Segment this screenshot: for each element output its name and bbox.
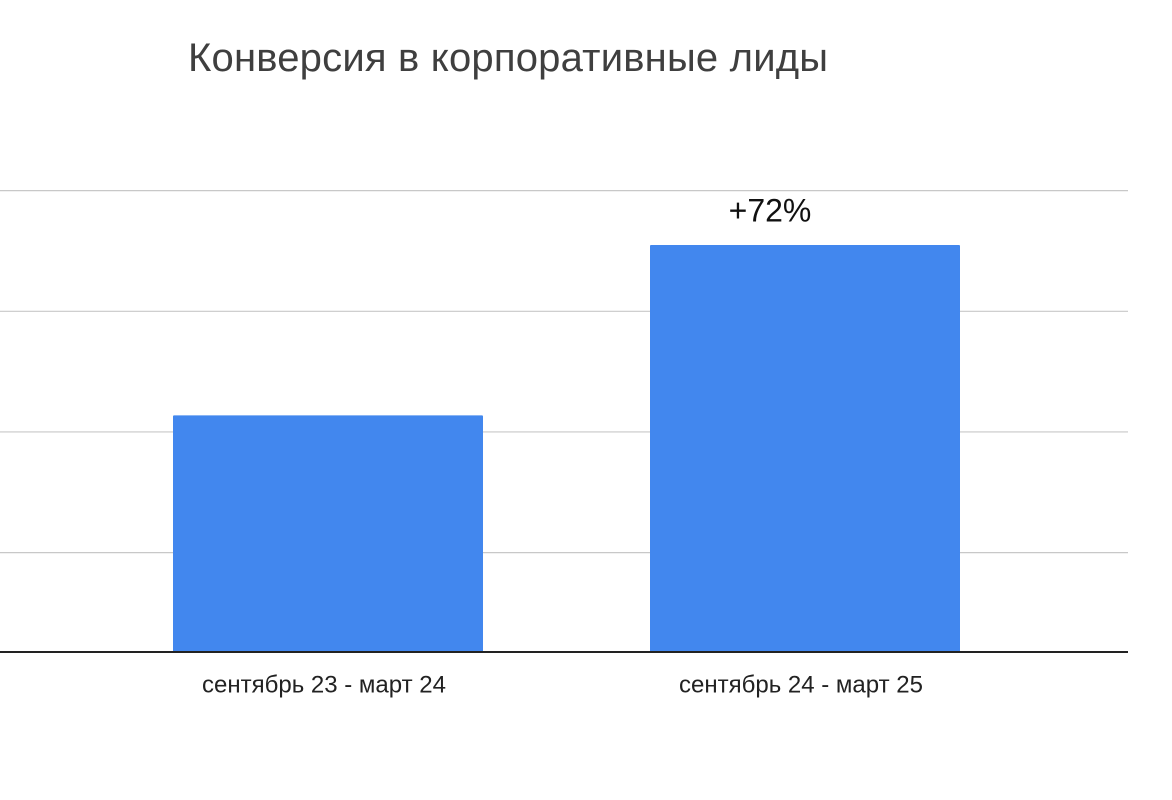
- tick-label-1: сентябрь 24 - март 25: [679, 671, 923, 698]
- tick-label-0: сентябрь 23 - март 24: [202, 671, 446, 698]
- bar-1: [650, 245, 960, 652]
- bars: [173, 245, 960, 652]
- bar-0: [173, 415, 483, 652]
- chart-title: Конверсия в корпоративные лиды: [188, 36, 829, 80]
- data-label-1: +72%: [729, 193, 812, 229]
- labels: сентябрь 23 - март 24 сентябрь 24 - март …: [202, 193, 923, 699]
